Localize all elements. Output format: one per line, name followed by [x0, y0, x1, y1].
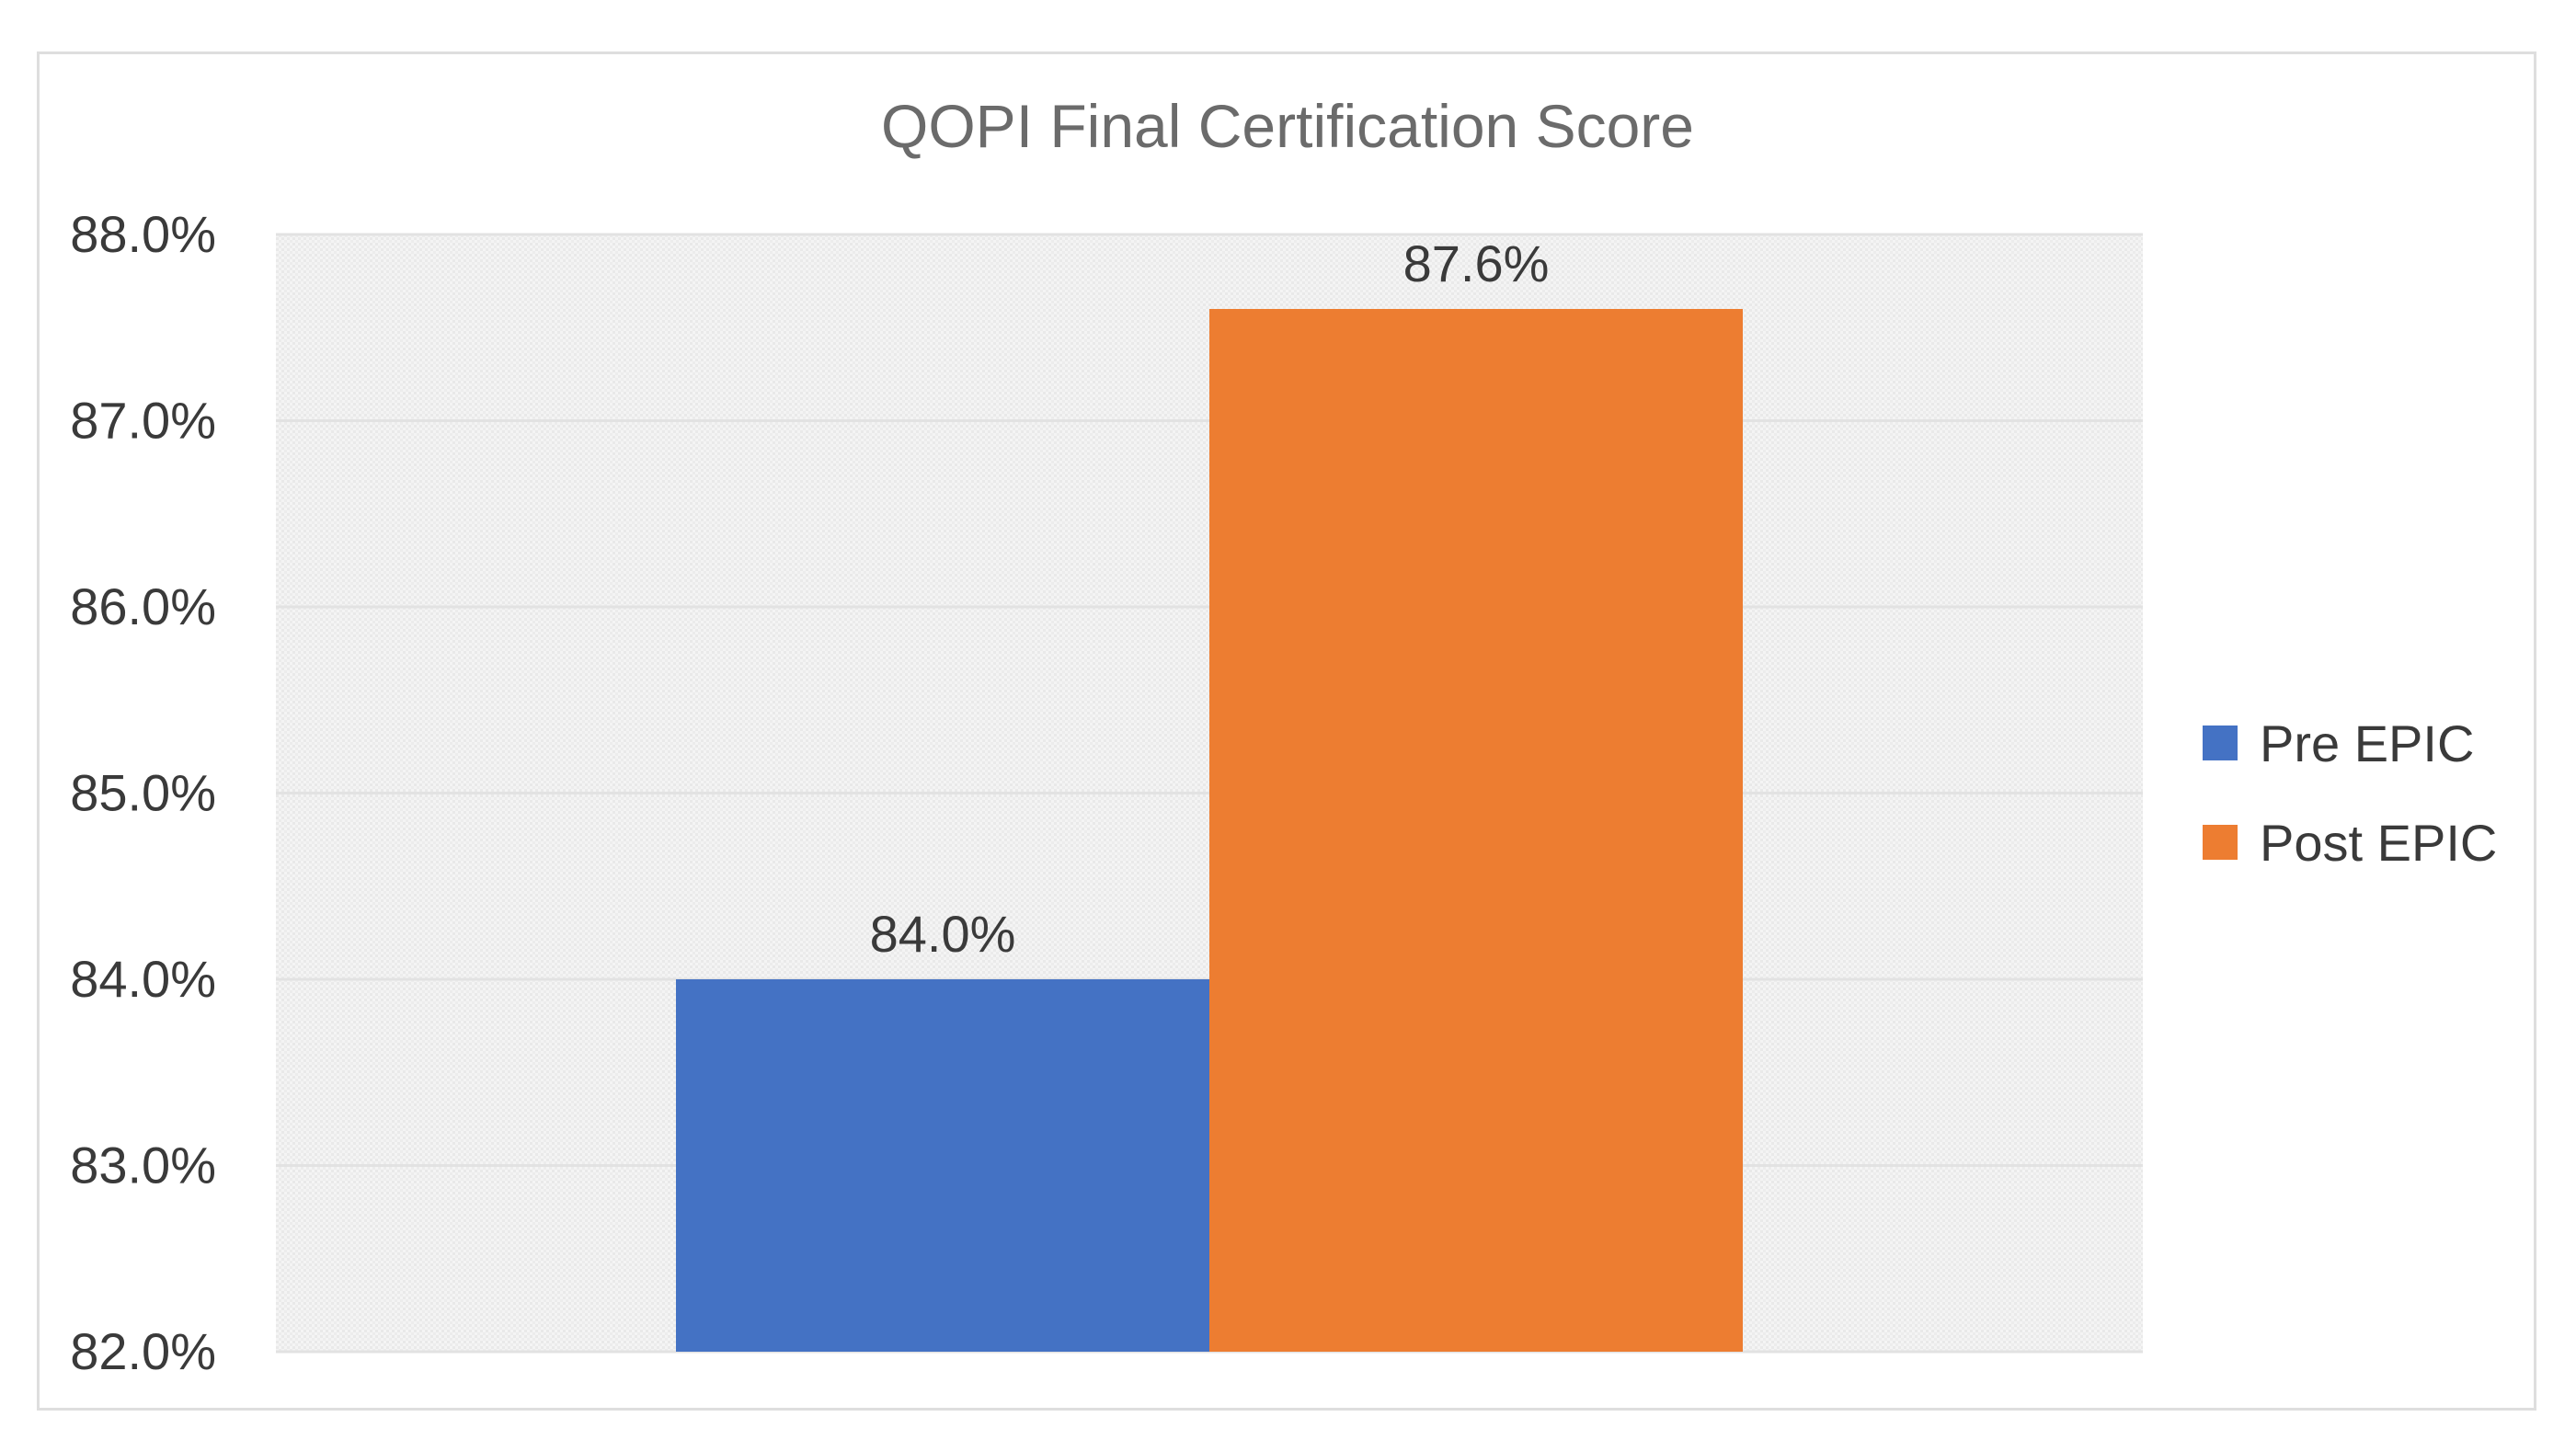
y-tick-label: 84.0% — [70, 950, 216, 1008]
y-axis-ticks: 82.0% 83.0% 84.0% 85.0% 86.0% 87.0% 88.0% — [70, 205, 216, 1380]
y-tick-label: 86.0% — [70, 577, 216, 635]
y-tick-label: 83.0% — [70, 1137, 216, 1194]
legend-swatch-pre-epic — [2203, 726, 2238, 760]
legend: Pre EPIC Post EPIC — [2203, 714, 2497, 872]
y-tick-label: 88.0% — [70, 205, 216, 263]
bar-pre-epic — [676, 979, 1209, 1352]
data-labels: 84.0% 87.6% — [870, 234, 1550, 963]
data-label-post-epic: 87.6% — [1403, 234, 1550, 292]
bars — [676, 309, 1743, 1352]
chart-title: QOPI Final Certification Score — [881, 92, 1694, 160]
legend-label-pre-epic: Pre EPIC — [2260, 714, 2474, 772]
y-tick-label: 82.0% — [70, 1322, 216, 1380]
data-label-pre-epic: 84.0% — [870, 905, 1016, 963]
legend-swatch-post-epic — [2203, 825, 2238, 860]
legend-label-post-epic: Post EPIC — [2260, 814, 2497, 872]
y-tick-label: 87.0% — [70, 392, 216, 450]
y-tick-label: 85.0% — [70, 764, 216, 822]
bar-post-epic — [1209, 309, 1743, 1352]
